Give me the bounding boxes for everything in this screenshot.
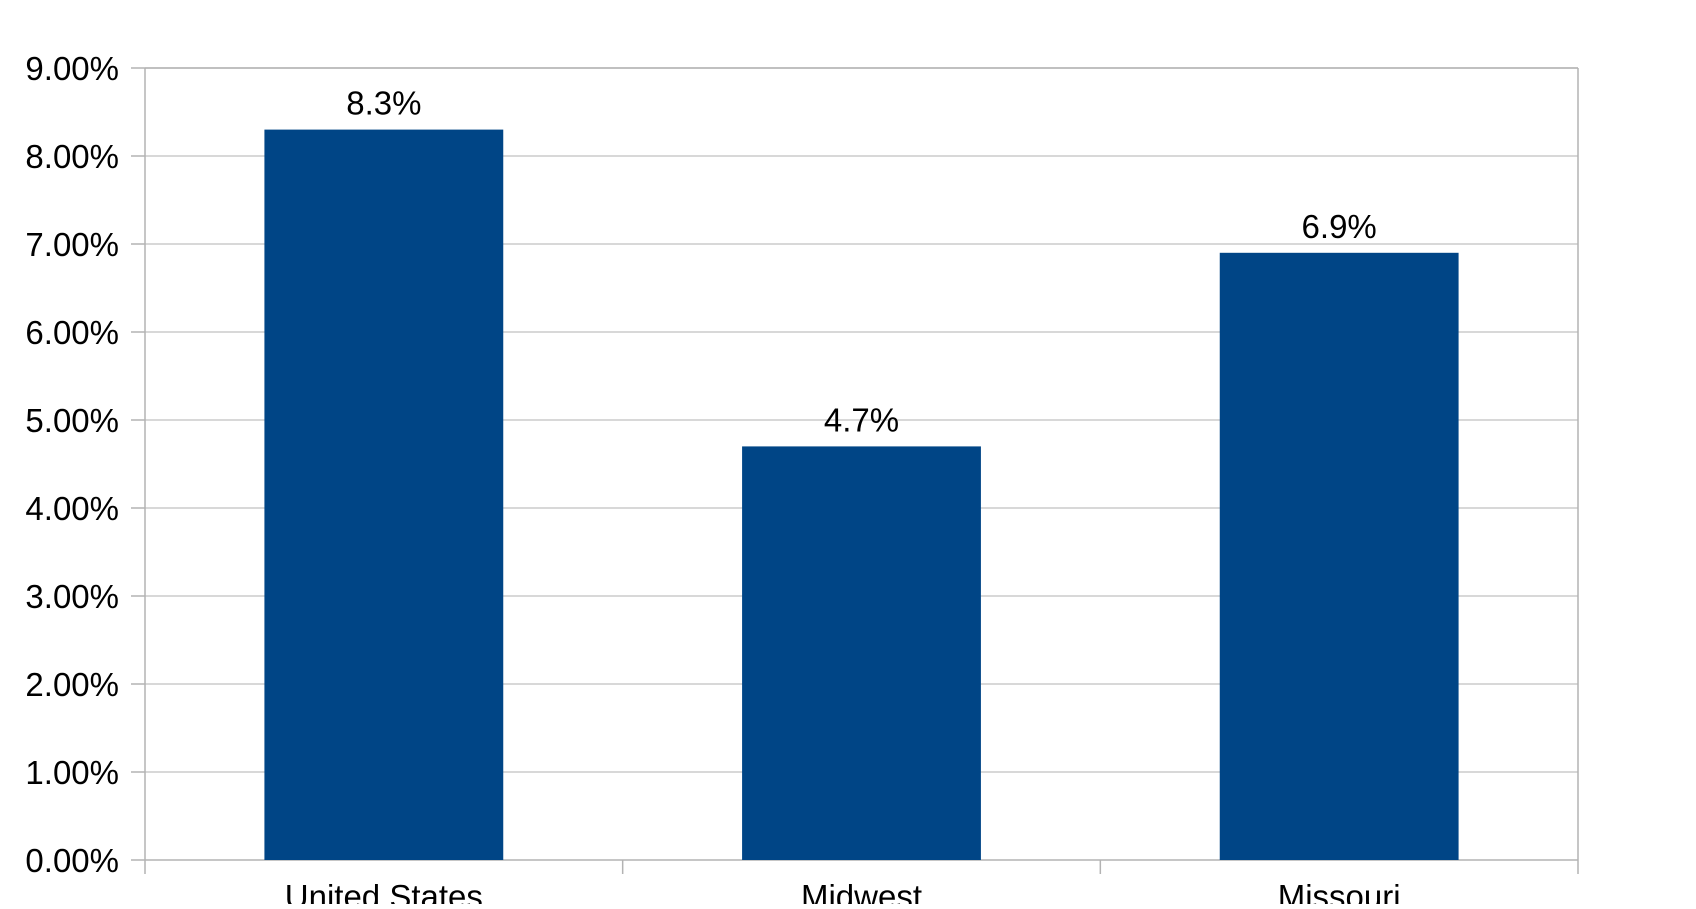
- data-label: 4.7%: [824, 401, 899, 438]
- y-tick-label: 4.00%: [25, 490, 119, 527]
- labels: 0.00% 1.00% 2.00% 3.00% 4.00% 5.00% 6.00% 7.00%…: [25, 50, 1401, 909]
- x-category-label: United States: [285, 878, 483, 904]
- y-tick-label: 1.00%: [25, 754, 119, 791]
- y-tick-label: 8.00%: [25, 138, 119, 175]
- bar: [264, 129, 504, 861]
- bar: [1219, 252, 1459, 861]
- y-tick-label: 0.00%: [25, 842, 119, 879]
- bar: [742, 446, 981, 860]
- y-tick-label: 5.00%: [25, 402, 119, 439]
- y-tick-label: 9.00%: [25, 50, 119, 87]
- y-tick-label: 6.00%: [25, 314, 119, 351]
- x-category-label: Missouri: [1278, 878, 1401, 904]
- data-label: 8.3%: [346, 85, 421, 122]
- x-category-label: Midwest: [801, 878, 922, 904]
- data-label: 6.9%: [1302, 208, 1377, 245]
- y-tick-label: 3.00%: [25, 578, 119, 615]
- bars: [264, 129, 1459, 861]
- y-tick-label: 2.00%: [25, 666, 119, 703]
- y-tick-label: 7.00%: [25, 226, 119, 263]
